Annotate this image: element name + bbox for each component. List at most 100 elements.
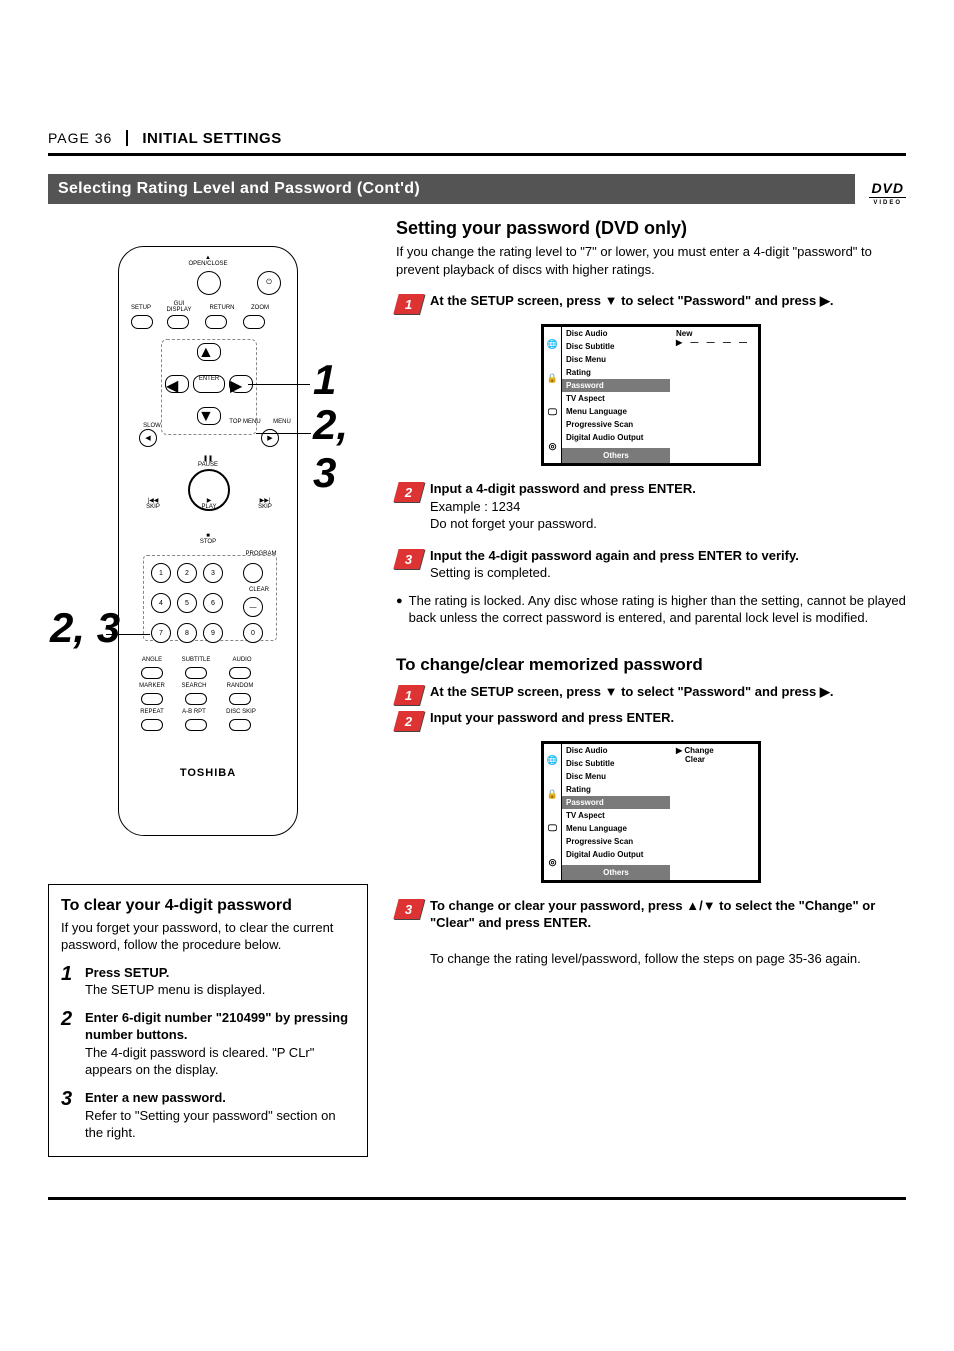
clear-title: To clear your 4-digit password (61, 895, 355, 917)
num-1: 1 (151, 563, 171, 583)
zoom-label: ZOOM (245, 305, 275, 311)
setup-menu-item: Progressive Scan (562, 418, 670, 431)
brand-label: TOSHIBA (119, 767, 297, 779)
program-label: PROGRAM (239, 551, 283, 557)
setup-menu-1: 🌐 🔒 🖵 ◎ Disc AudioDisc SubtitleDisc Menu… (541, 324, 761, 466)
callout-line-2 (256, 433, 311, 434)
page-number: PAGE 36 (48, 130, 128, 146)
setup-menu-item: Disc Audio (562, 327, 670, 340)
setup-menu-item: Menu Language (562, 405, 670, 418)
gui-display-button (167, 315, 189, 329)
power-button: ⏻ (257, 271, 281, 295)
open-close-button (197, 271, 221, 295)
top-menu-label: TOP MENU (223, 419, 267, 425)
setup-menu-item: Password (562, 379, 670, 392)
setting-intro: If you change the rating level to "7" or… (396, 243, 906, 278)
setup-menu-item: Disc Subtitle (562, 340, 670, 353)
program-button (243, 563, 263, 583)
menu1-right-value: ▶ — — — — (676, 338, 752, 347)
marker-button (141, 693, 163, 705)
search-label: SEARCH (177, 683, 211, 689)
num-6: 6 (203, 593, 223, 613)
slow-button: ◀ (139, 429, 157, 447)
random-button (229, 693, 251, 705)
pause-label: ❚❚PAUSE (119, 455, 297, 468)
menu-icon: 🔒 (544, 361, 561, 395)
setting-step-2: 2 Input a 4-digit password and press ENT… (396, 480, 906, 533)
setup-menu-item: Disc Menu (562, 770, 670, 783)
setting-step-1: 1 At the SETUP screen, press ▼ to select… (396, 292, 906, 314)
dpad-left: ◀ (165, 375, 189, 393)
callout-2-3-right: 2, 3 (313, 401, 368, 497)
setting-step-3: 3 Input the 4-digit password again and p… (396, 547, 906, 582)
num-4: 4 (151, 593, 171, 613)
dvd-video-logo: DVD (869, 180, 906, 198)
setup-menu-item: Disc Subtitle (562, 757, 670, 770)
setup-menu-2: 🌐 🔒 🖵 ◎ Disc AudioDisc SubtitleDisc Menu… (541, 741, 761, 883)
audio-label: AUDIO (227, 657, 257, 663)
clear-step-2: 2 Enter 6-digit number "210499" by press… (61, 1009, 355, 1079)
step-badge-1: 1 (393, 294, 424, 314)
setup-menu-item: Digital Audio Output (562, 431, 670, 444)
setting-bullet: ● The rating is locked. Any disc whose r… (396, 592, 906, 627)
clear-label: CLEAR (241, 587, 277, 593)
subtitle-button (185, 667, 207, 679)
num-5: 5 (177, 593, 197, 613)
repeat-label: REPEAT (135, 709, 169, 715)
setting-heading: Setting your password (DVD only) (396, 218, 906, 239)
section-title-bar: Selecting Rating Level and Password (Con… (48, 174, 855, 204)
num-2: 2 (177, 563, 197, 583)
step-badge-3: 3 (393, 549, 424, 569)
page-header: PAGE 36 INITIAL SETTINGS (48, 130, 906, 156)
chapter-title: INITIAL SETTINGS (128, 130, 281, 147)
change-step-2: 2 Input your password and press ENTER. (396, 709, 906, 731)
bottom-rule (48, 1197, 906, 1200)
marker-label: MARKER (135, 683, 169, 689)
setup-menu-item: TV Aspect (562, 392, 670, 405)
setup-label: SETUP (127, 305, 155, 311)
menu2-right-change: ▶ Change (676, 746, 752, 755)
setup-menu-item: Rating (562, 783, 670, 796)
callout-1: 1 (313, 356, 336, 404)
random-label: RANDOM (221, 683, 259, 689)
search-button (185, 693, 207, 705)
menu-button: ▶ (261, 429, 279, 447)
abrpt-button (185, 719, 207, 731)
setup-menu-item: TV Aspect (562, 809, 670, 822)
menu-icon: 🌐 (544, 327, 561, 361)
return-label: RETURN (205, 305, 239, 311)
clear-step-1: 1 Press SETUP.The SETUP menu is displaye… (61, 964, 355, 999)
menu-icon: 🖵 (544, 395, 561, 429)
dpad-down: ▼ (197, 407, 221, 425)
skip-left-label: |◀◀SKIP (139, 497, 167, 510)
num-0: 0 (243, 623, 263, 643)
step-badge-2: 2 (393, 482, 424, 502)
menu2-right-clear: Clear (676, 755, 752, 764)
open-close-label: ▲OPEN/CLOSE (119, 255, 297, 267)
abrpt-label: A-B RPT (177, 709, 211, 715)
clear-button: — (243, 597, 263, 617)
menu-icon: 🔒 (544, 778, 561, 812)
section-bar-row: Selecting Rating Level and Password (Con… (48, 174, 906, 204)
remote-diagram: ▲OPEN/CLOSE ⏻ SETUP GUIDISPLAY RETURN ZO… (48, 246, 368, 866)
menu-icon: ◎ (544, 429, 561, 463)
play-label: ▶PLAY (195, 497, 223, 510)
step-badge-3b: 3 (393, 899, 424, 919)
step-badge-2b: 2 (393, 711, 424, 731)
callout-line-3 (106, 634, 150, 635)
stop-label: ■STOP (119, 533, 297, 545)
callout-line-1 (248, 384, 310, 385)
subtitle-label: SUBTITLE (177, 657, 215, 663)
skip-right-label: ▶▶|SKIP (251, 497, 279, 510)
angle-label: ANGLE (137, 657, 167, 663)
clear-password-box: To clear your 4-digit password If you fo… (48, 884, 368, 1157)
discskip-button (229, 719, 251, 731)
num-9: 9 (203, 623, 223, 643)
setup-menu-item: Digital Audio Output (562, 848, 670, 861)
setup-menu-others: Others (562, 448, 670, 463)
setup-button (131, 315, 153, 329)
setup-menu-item: Progressive Scan (562, 835, 670, 848)
clear-step-3: 3 Enter a new password.Refer to "Setting… (61, 1089, 355, 1142)
gui-display-label: GUIDISPLAY (159, 301, 199, 313)
zoom-button (243, 315, 265, 329)
